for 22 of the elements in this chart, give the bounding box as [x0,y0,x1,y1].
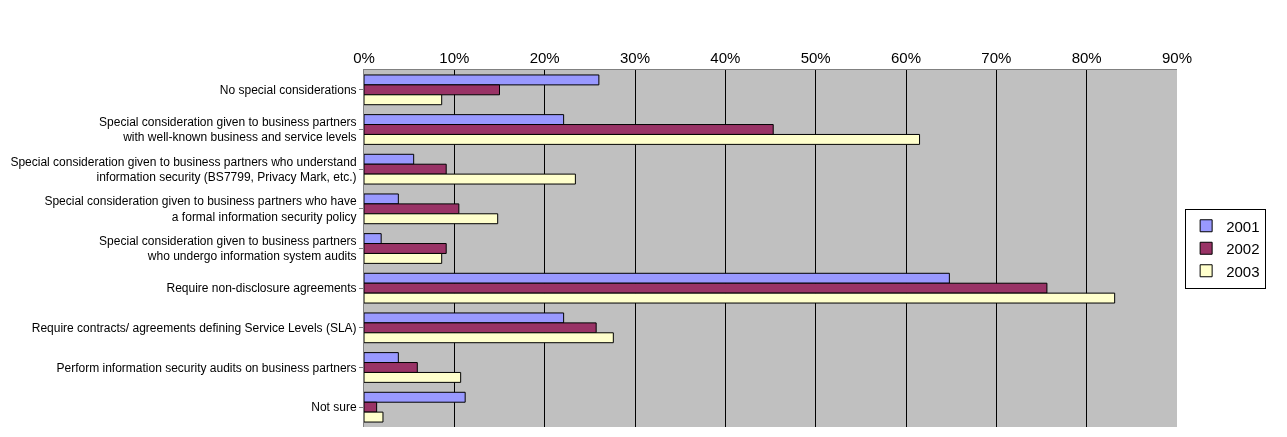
y-tick-label: Special consideration given to business partners who understand information security (BS7799, Privacy Mark, etc.) [10,154,357,185]
y-tick-label: Not sure [311,400,357,415]
y-tick-label: Perform information security audits on business partners [56,360,357,375]
x-tick-label: 70% [981,49,1012,66]
x-tick-label: 40% [710,49,741,66]
y-tick-label: Special consideration given to business partners who undergo information system audits [99,233,357,264]
x-tick-label: 60% [890,49,922,66]
y-tick-label: Special consideration given to business partners with well-known business and service levels [99,114,357,145]
x-tick-label: 20% [529,49,560,66]
y-tick-label: No special considerations [219,83,357,98]
x-tick-label: 80% [1071,49,1102,66]
x-tick-label: 10% [439,49,470,66]
y-tick-label: Special consideration given to business partners who have a formal information security policy [44,194,357,224]
y-tick-label: Require non-disclosure agreements [166,281,357,296]
x-tick-label: 0% [353,49,375,66]
x-tick-label: 90% [1161,49,1193,66]
y-tick-label: Require contracts/ agreements defining Service Levels (SLA) [31,321,357,336]
x-tick-label: 50% [800,49,831,66]
legend-label: 2003 [1226,262,1260,280]
legend-label: 2001 [1226,217,1260,235]
x-tick-label: 30% [619,49,651,66]
legend-label: 2002 [1226,240,1260,258]
